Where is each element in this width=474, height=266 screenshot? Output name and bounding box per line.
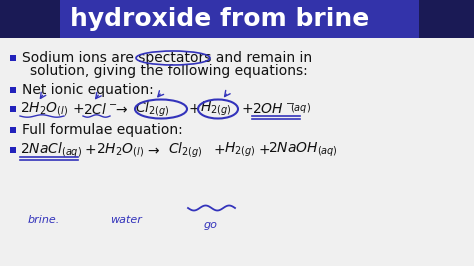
Text: water: water — [110, 215, 142, 225]
Text: Sodium ions are spectators and remain in: Sodium ions are spectators and remain in — [22, 51, 312, 65]
Text: solution, giving the following equations:: solution, giving the following equations… — [30, 64, 308, 78]
Bar — [0, 0, 474, 38]
Bar — [10, 127, 16, 133]
Text: $2H_2O_{(l)}$: $2H_2O_{(l)}$ — [20, 100, 68, 118]
Text: $\rightarrow$: $\rightarrow$ — [113, 102, 128, 116]
Text: $2H_2O_{(l)}$: $2H_2O_{(l)}$ — [96, 141, 144, 159]
Text: $Cl_{2(g)}$: $Cl_{2(g)}$ — [135, 99, 170, 119]
Bar — [10, 147, 16, 153]
Text: Net ionic equation:: Net ionic equation: — [22, 83, 154, 97]
Text: go: go — [204, 220, 218, 230]
Text: $H_{2(g)}$: $H_{2(g)}$ — [200, 100, 231, 118]
Text: $+$: $+$ — [188, 102, 200, 116]
Text: $+$: $+$ — [258, 143, 270, 157]
Text: hydroxide from brine: hydroxide from brine — [70, 7, 369, 31]
Text: brine.: brine. — [28, 215, 60, 225]
Text: $Cl_{2(g)}$: $Cl_{2(g)}$ — [168, 140, 202, 160]
Bar — [419, 0, 474, 38]
Text: $\rightarrow$: $\rightarrow$ — [145, 143, 161, 157]
Text: $2Cl^-$: $2Cl^-$ — [83, 102, 118, 117]
Text: $2NaCl_{(aq)}$: $2NaCl_{(aq)}$ — [20, 140, 82, 160]
Text: $2OH^-$: $2OH^-$ — [252, 102, 294, 116]
Text: $+$: $+$ — [213, 143, 225, 157]
Bar — [10, 55, 16, 61]
Text: $+$: $+$ — [84, 143, 96, 157]
Bar — [10, 87, 16, 93]
Text: $+$: $+$ — [72, 102, 84, 116]
Text: Full formulae equation:: Full formulae equation: — [22, 123, 183, 137]
Text: $+$: $+$ — [241, 102, 253, 116]
Text: $2NaOH_{(aq)}$: $2NaOH_{(aq)}$ — [268, 141, 338, 159]
Bar — [0, 0, 60, 38]
Text: $_{(aq)}$: $_{(aq)}$ — [290, 102, 311, 116]
Bar — [10, 106, 16, 112]
Text: $H_{2(g)}$: $H_{2(g)}$ — [224, 141, 255, 159]
